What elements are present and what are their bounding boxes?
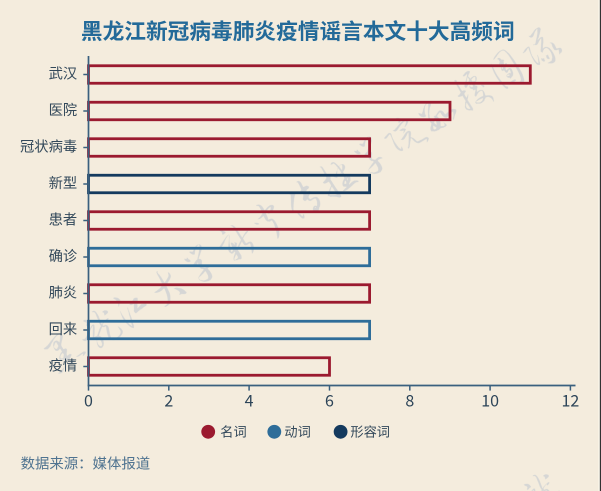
- svg-text:6: 6: [325, 387, 334, 411]
- svg-text:医院: 医院: [49, 102, 78, 119]
- svg-text:肺炎: 肺炎: [49, 285, 78, 302]
- svg-text:2: 2: [164, 387, 173, 411]
- svg-text:0: 0: [84, 387, 93, 411]
- svg-text:疫情: 疫情: [49, 358, 78, 375]
- svg-text:4: 4: [245, 387, 254, 411]
- svg-text:冠状病毒: 冠状病毒: [20, 139, 77, 156]
- svg-text:新型: 新型: [49, 175, 78, 192]
- svg-text:名词: 名词: [220, 424, 246, 439]
- svg-text:形容词: 形容词: [350, 423, 390, 439]
- svg-text:黑龙江新冠病毒肺炎疫情谣言本文十大高频词: 黑龙江新冠病毒肺炎疫情谣言本文十大高频词: [81, 19, 515, 44]
- svg-text:12: 12: [562, 387, 580, 411]
- svg-text:回来: 回来: [49, 321, 78, 338]
- svg-text:10: 10: [481, 387, 499, 411]
- svg-text:武汉: 武汉: [49, 66, 78, 83]
- svg-text:患者: 患者: [49, 212, 78, 229]
- svg-text:动词: 动词: [284, 424, 310, 439]
- svg-text:8: 8: [405, 387, 414, 411]
- svg-text:确诊: 确诊: [49, 248, 78, 265]
- svg-text:数据来源：媒体报道: 数据来源：媒体报道: [21, 455, 151, 472]
